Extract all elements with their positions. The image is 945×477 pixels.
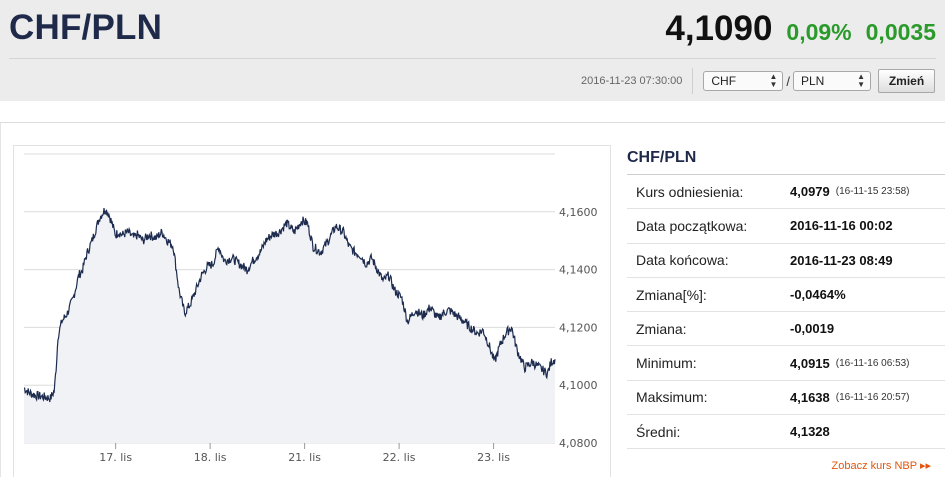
y-tick-label: 4,1600 — [559, 206, 598, 219]
stats-row: Data początkowa: 2016-11-16 00:02 — [627, 209, 945, 244]
stat-label: Średni: — [636, 423, 681, 440]
quote-timestamp: 2016-11-23 07:30:00 — [581, 75, 683, 87]
stat-label: Data końcowa: — [636, 252, 729, 269]
y-tick-label: 4,0800 — [559, 437, 598, 450]
stats-title: CHF/PLN — [627, 149, 697, 166]
stats-row: Minimum: 4,0915 (16-11-16 06:53) — [627, 346, 945, 381]
stats-row: Średni: 4,1328 — [627, 415, 945, 450]
from-currency-value: CHF — [711, 74, 737, 88]
stats-row: Zmiana: -0,0019 — [627, 312, 945, 347]
double-chevron-right-icon: ▸▸ — [919, 460, 931, 472]
select-arrows-icon: ▲ ▼ — [857, 72, 865, 89]
y-tick-label: 4,1400 — [559, 264, 598, 277]
stat-value: 4,1328 — [790, 424, 830, 440]
nbp-link-label: Zobacz kurs NBP — [831, 460, 917, 472]
page-header: CHF/PLN 4,1090 0,09% 0,0035 2016-11-23 0… — [0, 0, 945, 101]
stat-label: Zmiana[%]: — [636, 286, 707, 303]
stat-value: -0,0464% — [790, 287, 846, 303]
chart-panel: 4,0800 4,1000 4,1200 4,1400 4,1600 17. lis 18… — [13, 145, 611, 477]
nbp-rate-link[interactable]: Zobacz kurs NBP ▸▸ — [832, 459, 932, 472]
stat-date: (16-11-16 20:57) — [835, 391, 910, 403]
stat-value: 4,1638 — [790, 389, 830, 405]
stats-row: Zmiana[%]: -0,0464% — [627, 278, 945, 313]
y-axis-ticks: 4,0800 4,1000 4,1200 4,1400 4,1600 — [559, 206, 598, 450]
stat-label: Maksimum: — [636, 389, 708, 406]
change-button[interactable]: Zmień — [878, 69, 935, 93]
page-title: CHF/PLN — [9, 8, 163, 47]
x-axis-ticks: 17. lis 18. lis 21. lis 22. lis 23. lis — [99, 443, 510, 464]
controls-divider — [692, 68, 694, 94]
stat-label: Zmiana: — [636, 320, 687, 337]
y-tick-label: 4,1200 — [559, 321, 598, 334]
rate-area-fill — [24, 208, 555, 443]
stat-date: (16-11-15 23:58) — [835, 186, 910, 198]
stat-label: Data początkowa: — [636, 217, 748, 234]
select-arrows-icon: ▲ ▼ — [769, 72, 778, 89]
stats-table: Kurs odniesienia: 4,0979 (16-11-15 23:58) D… — [627, 175, 945, 450]
quote-summary: 4,1090 0,09% 0,0035 — [665, 9, 936, 49]
x-tick-label: 22. lis — [383, 451, 416, 464]
rate-series-line — [23, 208, 556, 403]
stat-value: 4,0915 — [790, 355, 830, 371]
stats-panel: CHF/PLN Kurs odniesienia: 4,0979 (16-11-15… — [627, 145, 945, 450]
stats-row: Data końcowa: 2016-11-23 08:49 — [627, 244, 945, 278]
to-currency-select[interactable]: PLN ▲ ▼ — [793, 71, 871, 91]
x-tick-label: 23. lis — [477, 451, 510, 464]
change-percent: 0,09% — [786, 19, 852, 45]
content-area: 4,0800 4,1000 4,1200 4,1400 4,1600 17. lis 18… — [0, 122, 945, 477]
stat-value: -0,0019 — [790, 321, 835, 337]
change-absolute: 0,0035 — [865, 19, 936, 45]
stat-label: Minimum: — [636, 355, 697, 372]
x-tick-label: 18. lis — [194, 451, 227, 464]
currency-separator: / — [786, 73, 790, 89]
stat-value: 2016-11-23 08:49 — [790, 252, 893, 268]
stat-date: (16-11-16 06:53) — [835, 357, 910, 369]
x-tick-label: 17. lis — [99, 451, 132, 464]
stats-row: Kurs odniesienia: 4,0979 (16-11-15 23:58) — [627, 175, 945, 210]
y-tick-label: 4,1000 — [559, 379, 598, 392]
stats-divider — [627, 174, 945, 175]
rate-chart: 4,0800 4,1000 4,1200 4,1400 4,1600 17. lis 18… — [23, 153, 598, 464]
header-divider — [9, 58, 936, 59]
from-currency-select[interactable]: CHF ▲ ▼ — [703, 71, 784, 91]
currency-controls: 2016-11-23 07:30:00 CHF ▲ ▼ / PLN ▲ ▼ Zmie… — [581, 68, 935, 94]
current-rate: 4,1090 — [665, 9, 773, 48]
x-tick-label: 21. lis — [288, 451, 321, 464]
stats-row: Maksimum: 4,1638 (16-11-16 20:57) — [627, 381, 945, 416]
stat-value: 4,0979 — [790, 184, 830, 200]
stat-label: Kurs odniesienia: — [636, 183, 744, 200]
stat-value: 2016-11-16 00:02 — [790, 218, 893, 234]
to-currency-value: PLN — [801, 74, 825, 88]
